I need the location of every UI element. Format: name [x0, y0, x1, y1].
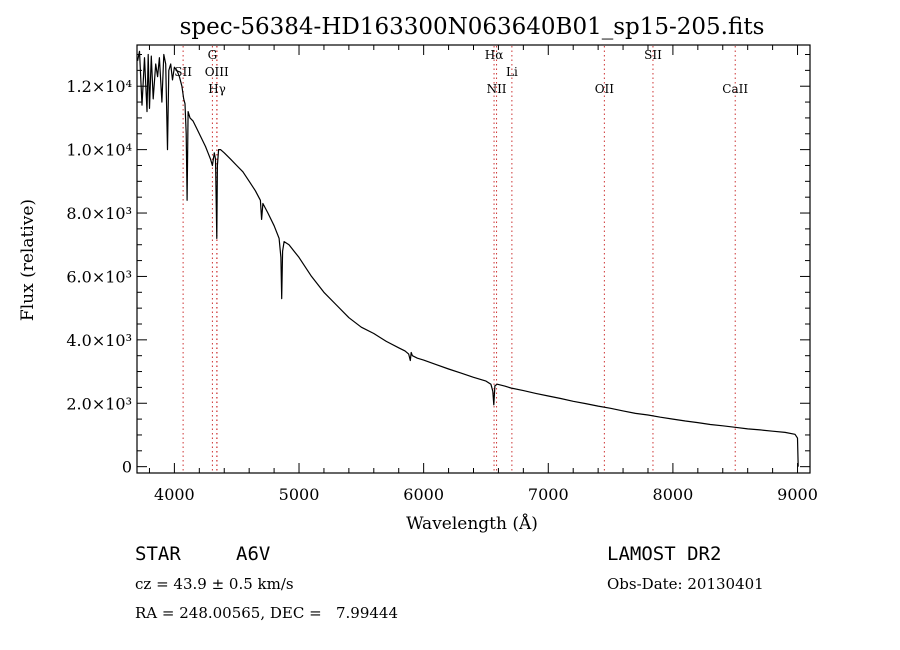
chart-title: spec-56384-HD163300N063640B01_sp15-205.f… — [180, 14, 765, 40]
x-axis-label: Wavelength (Å) — [406, 513, 538, 534]
observation-date: Obs-Date: 20130401 — [607, 575, 764, 593]
x-tick-label: 7000 — [528, 485, 569, 504]
line-marker-label: NII — [487, 82, 507, 96]
plot-frame — [136, 44, 811, 474]
y-tick-label: 8.0×10³ — [66, 204, 132, 223]
spectral-class: A6V — [236, 543, 271, 565]
line-marker-label: G — [208, 48, 218, 62]
y-axis-label: Flux (relative) — [18, 199, 38, 321]
line-markers — [182, 46, 736, 472]
line-marker-label: Hγ — [208, 82, 226, 96]
y-axis: 0 2.0×10³ 4.0×10³ 6.0×10³ 8.0×10³ 1.0×10⁴ 1.2×… — [66, 54, 810, 477]
object-type: STAR — [135, 543, 181, 565]
line-marker-label: OII — [595, 82, 615, 96]
line-marker-label: CaII — [722, 82, 748, 96]
y-tick-label: 1.0×10⁴ — [66, 141, 132, 160]
x-tick-label: 5000 — [279, 485, 320, 504]
y-tick-label: 4.0×10³ — [66, 331, 132, 350]
y-tick-label: 1.2×10⁴ — [66, 77, 132, 96]
x-tick-label: 9000 — [777, 485, 818, 504]
redshift-cz: cz = 43.9 ± 0.5 km/s — [135, 575, 294, 593]
y-tick-label: 6.0×10³ — [66, 267, 132, 286]
line-marker-label: SII — [644, 48, 662, 62]
x-tick-label: 8000 — [653, 485, 694, 504]
x-tick-label: 6000 — [403, 485, 444, 504]
x-tick-label: 4000 — [154, 485, 195, 504]
y-tick-label: 0 — [122, 458, 132, 477]
line-marker-label: OIII — [205, 65, 229, 79]
y-tick-label: 2.0×10³ — [66, 394, 132, 413]
survey-name: LAMOST DR2 — [607, 543, 722, 565]
x-axis: 4000 5000 6000 7000 8000 9000 — [148, 45, 818, 504]
line-marker-label: Hα — [485, 48, 504, 62]
spectrum-line — [137, 50, 799, 467]
coordinates: RA = 248.00565, DEC = 7.99444 — [135, 604, 399, 622]
line-marker-label: Li — [506, 65, 518, 79]
